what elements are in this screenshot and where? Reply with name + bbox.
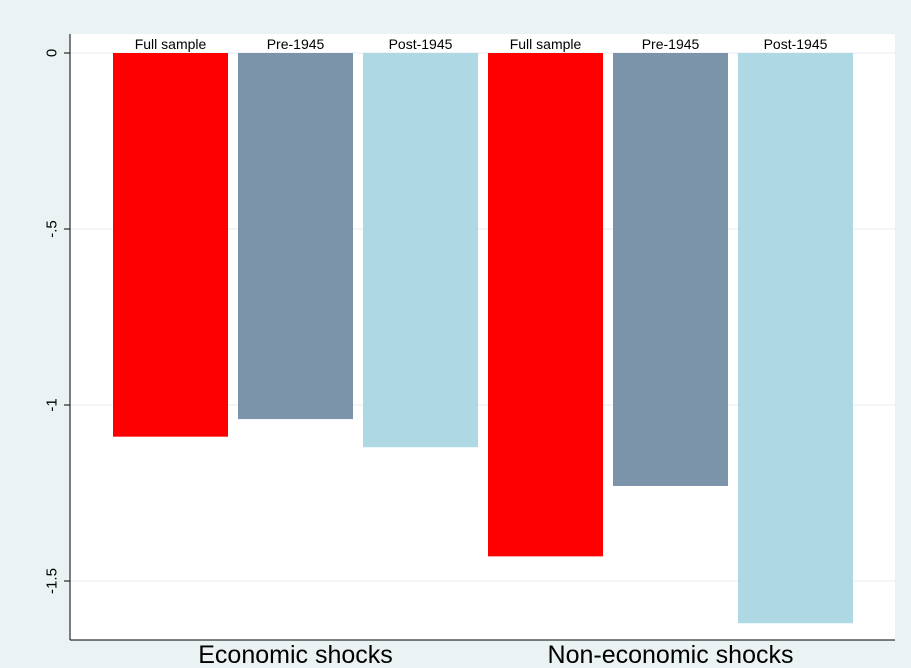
group-label: Economic shocks [198, 641, 393, 668]
bar [488, 53, 603, 557]
y-tick-label: -1 [44, 398, 61, 411]
y-tick-label: -1.5 [44, 568, 61, 594]
y-axis: 0 -.5 -1 -1.5 [44, 34, 895, 641]
bar-label: Post-1945 [389, 36, 453, 52]
y-tick-label: 0 [44, 49, 61, 57]
bar [613, 53, 728, 486]
group-label: Non-economic shocks [548, 641, 794, 668]
bar-label: Full sample [510, 36, 582, 52]
bar [238, 53, 353, 420]
bar-label: Full sample [135, 36, 207, 52]
bar [738, 53, 853, 624]
bar-label: Post-1945 [764, 36, 828, 52]
bar [113, 53, 228, 437]
bar [363, 53, 478, 448]
bars-layer [113, 53, 853, 624]
labels-layer: Full sample Pre-1945 Post-1945 Economic sho… [135, 36, 828, 668]
bar-label: Pre-1945 [267, 36, 325, 52]
y-tick-label: -.5 [44, 220, 61, 238]
bar-label: Pre-1945 [642, 36, 700, 52]
